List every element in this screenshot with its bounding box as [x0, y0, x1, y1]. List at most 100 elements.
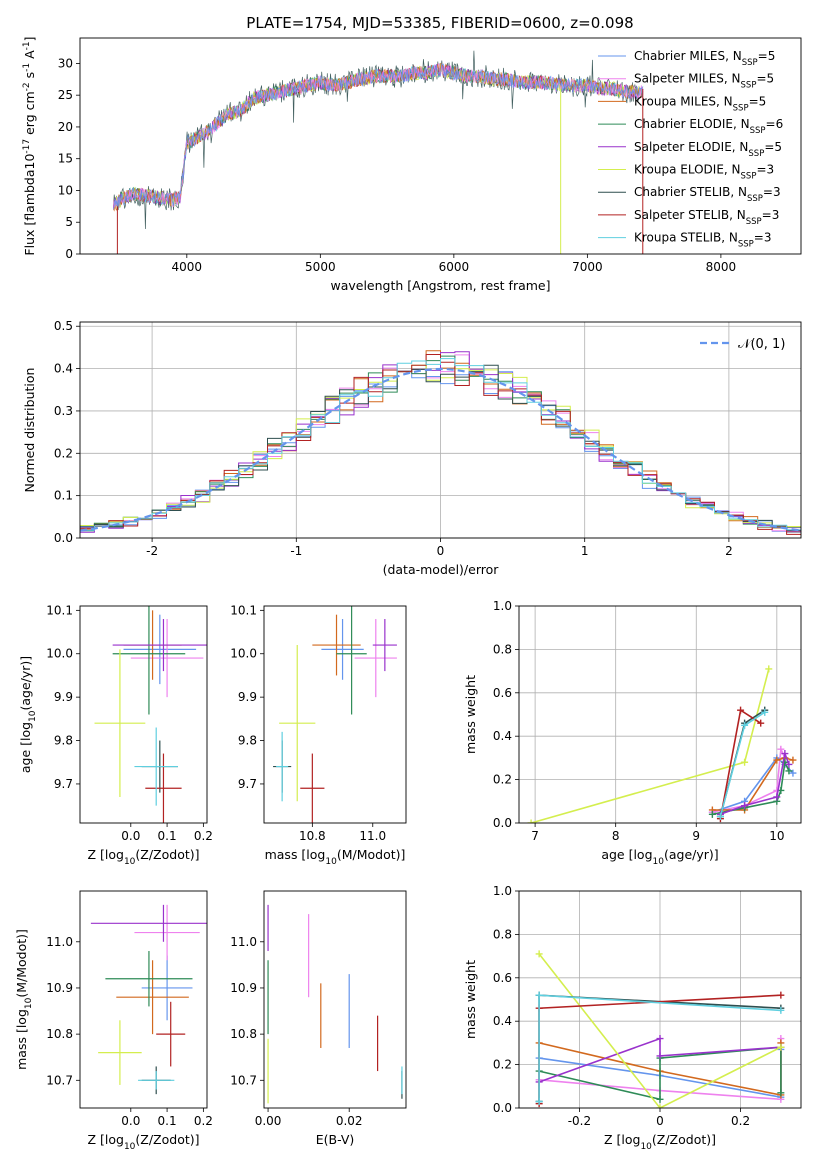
y-axis-label: age [log10(age/yr)] [18, 656, 38, 773]
label-part: (age/yr)] [18, 656, 33, 711]
plot-area [94, 606, 207, 823]
legend-nssp: 3 [772, 208, 780, 222]
y-tick-label: 0.1 [54, 489, 73, 503]
legend-eq: = [749, 94, 759, 108]
axes-frame [518, 890, 802, 1109]
label-part: (M/M [337, 847, 368, 862]
y-tick-label: 15 [58, 152, 73, 166]
x-tick-label: 0.1 [158, 1114, 177, 1128]
legend-entry: Chabrier MILES, NSSP=5 [634, 49, 775, 68]
label-part: (Z/Z [135, 847, 161, 862]
y-tick-label: 10.9 [46, 981, 73, 995]
y-tick-label: 11.0 [230, 935, 257, 949]
legend-nssp: 5 [768, 49, 776, 63]
series-marker [656, 1052, 664, 1060]
y-tick-label: 0.0 [493, 1101, 512, 1115]
x-axis-label: E(B-V) [316, 1132, 355, 1147]
x-tick-label: 6000 [439, 260, 470, 274]
legend-model: Chabrier MILES, N [634, 49, 742, 63]
series-marker [741, 758, 749, 766]
y-tick-label: 25 [58, 88, 73, 102]
label-part: (Z/Z [135, 1132, 161, 1147]
x-axis-label: Z [log10(Z/Zodot)] [87, 1132, 199, 1152]
y-tick-label: 10 [58, 183, 73, 197]
x-axis-label: age [log10(age/yr)] [601, 847, 718, 867]
y-tick-label: 10.8 [46, 1027, 73, 1041]
label-part: mass weight [463, 675, 478, 754]
chart-mass-weight-vs-z: -0.2 0 0.2 0.0 0.2 0.4 0.6 0.8 1.0 Z [log10(Z/Zod… [463, 884, 802, 1152]
x-axis-label: mass [log10(M/Modot)] [265, 847, 406, 867]
y-tick-label: 1.0 [493, 599, 512, 613]
label-part: 𝒩(0, 1) [738, 337, 785, 352]
x-tick-label: 10 [769, 829, 784, 843]
legend-nssp: 5 [759, 94, 767, 108]
series-marker [656, 1095, 664, 1103]
plot-area [90, 904, 207, 1095]
x-tick-label: 0 [656, 1114, 664, 1128]
y-tick-label: 10.7 [230, 1073, 257, 1087]
series-marker [535, 991, 543, 999]
y-axis-label: Flux [flambda10-17 erg cm-2 s-1 A-1] [22, 36, 37, 255]
legend-sub: SSP [746, 217, 762, 227]
legend-nssp: 5 [774, 140, 782, 154]
x-axis-label: Z [log10(Z/Zodot)] [87, 847, 199, 867]
y-tick-label: 1.0 [493, 884, 512, 898]
y-tick-label: 0.6 [493, 971, 512, 985]
y-tick-label: 10.8 [230, 1027, 257, 1041]
legend-nssp: 3 [764, 231, 772, 245]
chart-mass-vs-z: 0.0 0.1 0.210.710.810.911.0Z [log10(Z/Zodo… [14, 890, 213, 1152]
series-marker [761, 708, 769, 716]
legend-sub: SSP [750, 126, 766, 136]
axes-frame [79, 321, 802, 539]
legend-model: Kroupa MILES, N [634, 94, 733, 108]
y-tick-label: 0 [65, 247, 73, 261]
label-part: odot)] [678, 1132, 716, 1147]
series-marker [777, 991, 785, 999]
series-marker [773, 756, 781, 764]
label-part: mass [log [14, 1009, 29, 1070]
label-part: -17 [22, 139, 32, 154]
legend-eq: = [766, 117, 776, 131]
series-marker [777, 1089, 785, 1097]
label-part: A [22, 50, 37, 63]
x-tick-label: 8000 [706, 260, 737, 274]
legend-sub: SSP [742, 58, 758, 68]
legend-nssp: 5 [767, 72, 775, 86]
legend-eq: = [762, 208, 772, 222]
legend-sub: SSP [748, 149, 764, 159]
label-part: 10 [124, 1142, 136, 1152]
x-axis-label: wavelength [Angstrom, rest frame] [330, 278, 550, 293]
y-tick-label: 10.0 [230, 647, 257, 661]
label-part: E(B-V) [316, 1132, 355, 1147]
legend-entry: 𝒩(0, 1) [738, 337, 785, 352]
label-part: odot)] [368, 847, 406, 862]
y-tick-label: 10.0 [46, 647, 73, 661]
label-part: odot)] [162, 1132, 200, 1147]
axes-frame [263, 890, 407, 1109]
label-part: odot)] [14, 929, 29, 967]
label-part: odot)] [162, 847, 200, 862]
y-tick-label: 0.0 [493, 816, 512, 830]
chart-age-vs-z: 0.0 0.1 0.29.79.89.910.010.1Z [log10(Z/Zod… [18, 603, 213, 867]
legend-entry: Chabrier STELIB, NSSP=3 [634, 185, 781, 204]
legend-model: Salpeter ELODIE, N [634, 140, 748, 154]
y-tick-label: 0.4 [493, 1014, 512, 1028]
x-tick-label: -1 [290, 544, 302, 558]
y-tick-label: 0.8 [493, 642, 512, 656]
y-tick-label: 10.7 [46, 1073, 73, 1087]
series-marker [716, 812, 724, 820]
y-tick-label: 9.8 [54, 734, 73, 748]
series-marker [757, 719, 765, 727]
chart-age-vs-mass: 10.8 11.0 9.7 9.8 9.9 10.0 10.1 mass [log10(M/M… [230, 603, 407, 867]
y-tick-label: 11.0 [46, 935, 73, 949]
label-part: lambda10 [22, 154, 37, 213]
y-tick-label: 0.2 [54, 446, 73, 460]
plot-area [535, 950, 785, 1108]
label-part: erg cm [22, 91, 37, 139]
y-tick-label: 0.4 [493, 729, 512, 743]
legend-entry: Kroupa STELIB, NSSP=3 [634, 231, 772, 250]
series-marker [741, 802, 749, 810]
label-part: Z [log [87, 1132, 123, 1147]
y-axis-label: Normed distribution [22, 368, 37, 493]
y-tick-label: 10.1 [230, 603, 257, 617]
